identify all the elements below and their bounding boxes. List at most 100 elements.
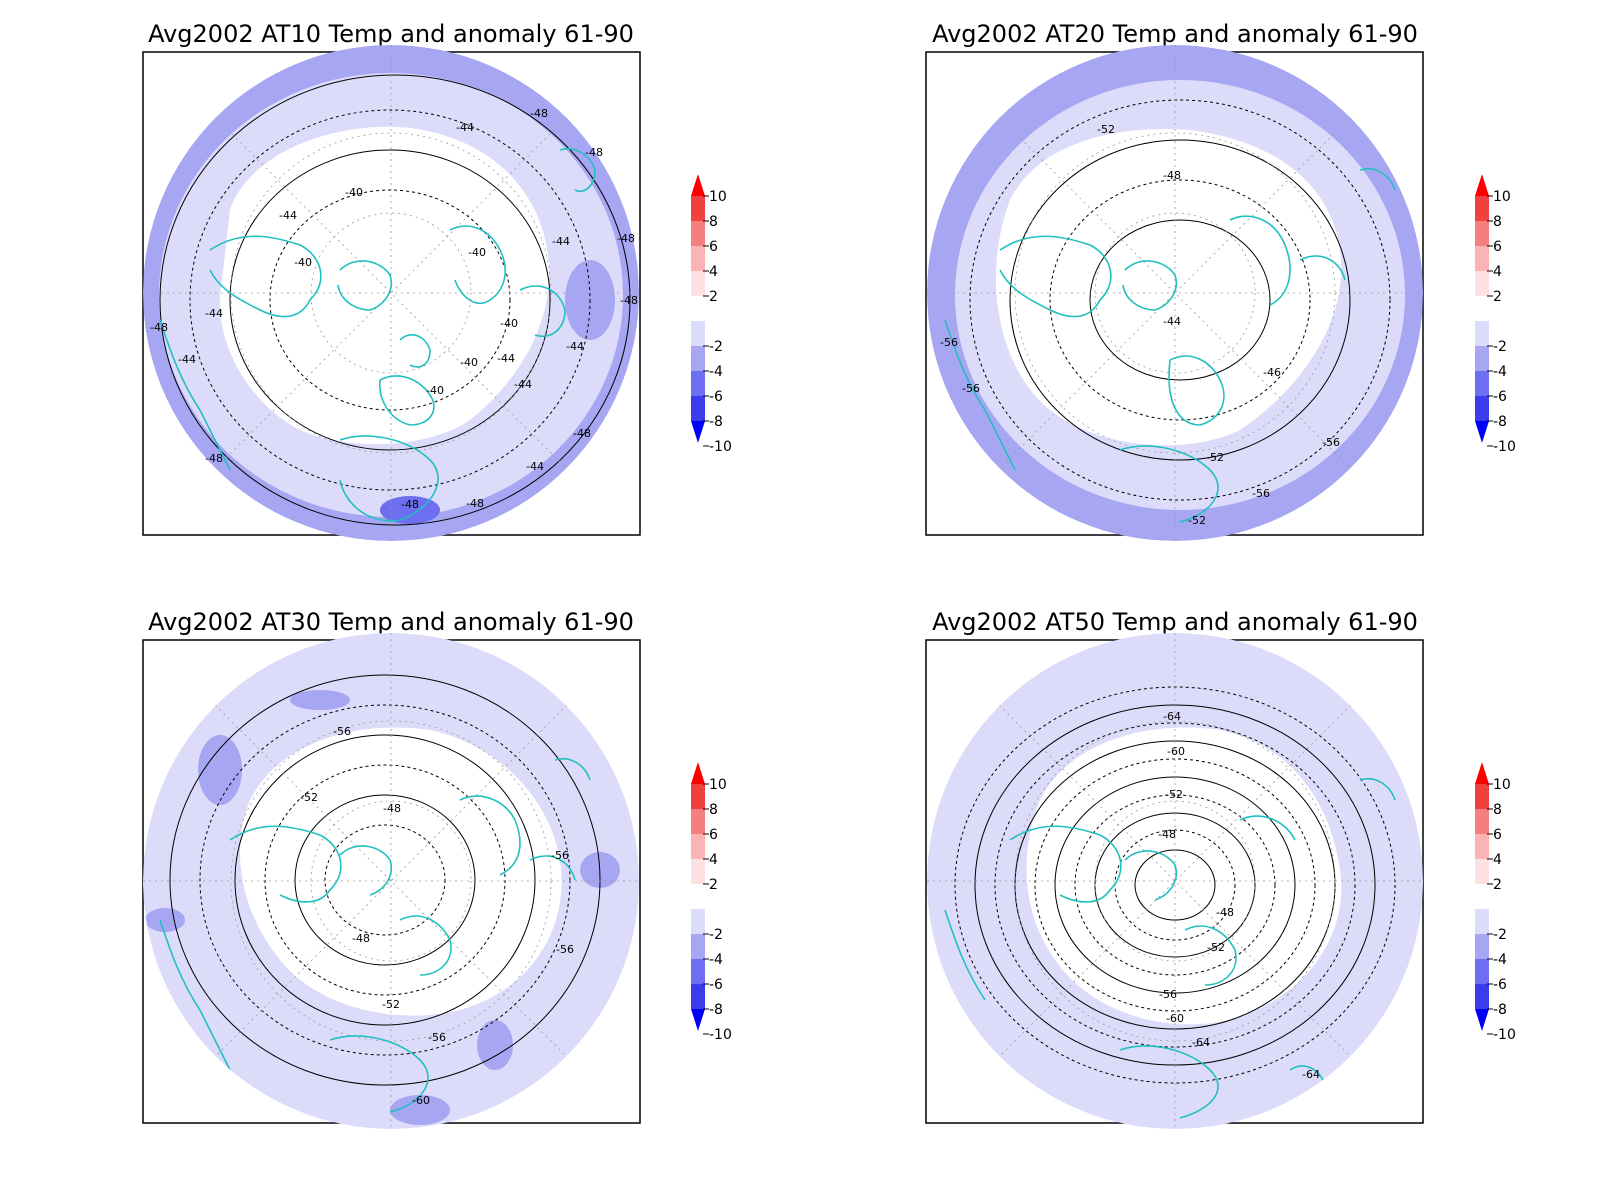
colorbar-band (691, 371, 705, 396)
contour-label: -40 (294, 256, 312, 269)
colorbar-top-arrow (1475, 762, 1489, 784)
colorbar-label: -6 (1493, 389, 1507, 405)
contour-label: -52 (1206, 451, 1224, 464)
contour-label: -48 (352, 932, 370, 945)
colorbar-label: -10 (1493, 439, 1516, 455)
colorbar-label: 4 (1493, 264, 1502, 280)
colorbar-band (1475, 371, 1489, 396)
colorbar-label: -8 (709, 1002, 723, 1018)
colorbar-band (691, 296, 705, 321)
contour-label: -64 (1192, 1036, 1210, 1049)
colorbar-label: -2 (709, 927, 723, 943)
contour-label: -48 (617, 232, 635, 245)
temperature-contours (169, 674, 601, 1086)
coastlines (944, 168, 1396, 523)
contour-label: -56 (940, 336, 958, 349)
contour-label: -56 (962, 382, 980, 395)
colorbar-label: 4 (1493, 852, 1502, 868)
colorbar-top-arrow (1475, 174, 1489, 196)
anomaly-vortex-region (1026, 727, 1342, 1025)
colorbar-band (1475, 984, 1489, 1009)
colorbar-label: -4 (1493, 364, 1507, 380)
panel-title: Avg2002 AT50 Temp and anomaly 61-90 (932, 608, 1418, 636)
contour-label: -64 (1302, 1068, 1320, 1081)
colorbar-band (691, 809, 705, 834)
contour-label: -56 (333, 725, 351, 738)
contour-label: -48 (1163, 169, 1181, 182)
contour-label: -48 (150, 321, 168, 334)
colorbar-label: 2 (709, 877, 718, 893)
colorbar-band (1475, 859, 1489, 884)
panel-at10: Avg2002 AT10 Temp and anomaly 61-90 (142, 20, 641, 541)
colorbar-top-arrow (691, 762, 705, 784)
contour-label: -48 (205, 452, 223, 465)
contour-label: -48 (401, 498, 419, 511)
contour-label: -40 (345, 186, 363, 199)
lat-lon-grid (143, 45, 639, 541)
contour-label: -44 (552, 235, 570, 248)
colorbar-band (691, 221, 705, 246)
temperature-contours (159, 74, 631, 526)
panel-title: Avg2002 AT10 Temp and anomaly 61-90 (148, 20, 634, 48)
contour-label: -60 (1167, 745, 1185, 758)
contour-label: -48 (1216, 906, 1234, 919)
temperature-contours (969, 99, 1391, 501)
contour-label: -52 (1188, 514, 1206, 527)
contour-label: -44 (1163, 315, 1181, 328)
colorbar-label: 6 (709, 827, 718, 843)
contour-label: -48 (1158, 828, 1176, 841)
contour-label: -48 (466, 497, 484, 510)
colorbar-band (691, 321, 705, 346)
contour-label: -52 (1165, 788, 1183, 801)
contour-label: -56 (556, 943, 574, 956)
coastlines (159, 148, 596, 522)
colorbar-bottom-arrow (1475, 1009, 1489, 1031)
colorbar-band (691, 396, 705, 421)
colorbar-band (1475, 884, 1489, 909)
contour-label: -52 (382, 998, 400, 1011)
colorbar-label: 10 (1493, 777, 1511, 793)
colorbar-label: -4 (1493, 952, 1507, 968)
colorbar-label: 8 (709, 214, 718, 230)
contour-label: -60 (1166, 1012, 1184, 1025)
contour-label: -40 (426, 384, 444, 397)
colorbar-band (1475, 784, 1489, 809)
colorbar: 10 8 6 4 2 -2 -4 -6 -8 -10 (1475, 762, 1516, 1043)
contour-label: -52 (300, 791, 318, 804)
colorbar-band (1475, 396, 1489, 421)
contour-label: -56 (1322, 436, 1340, 449)
contour-label: -56 (1159, 988, 1177, 1001)
colorbar-label: -4 (709, 364, 723, 380)
colorbar-band (1475, 346, 1489, 371)
coastlines (159, 758, 591, 1113)
colorbar-band (691, 859, 705, 884)
colorbar-band (1475, 809, 1489, 834)
contour-label: -40 (460, 356, 478, 369)
colorbar-label: 2 (709, 289, 718, 305)
colorbar-label: -8 (1493, 414, 1507, 430)
colorbar-bottom-arrow (691, 421, 705, 443)
colorbar-label: -8 (1493, 1002, 1507, 1018)
contour-label: -44 (497, 352, 515, 365)
colorbar-band (691, 909, 705, 934)
anomaly-bottom-patch (380, 496, 440, 524)
contour-label: -56 (1252, 487, 1270, 500)
coastlines (944, 778, 1396, 1119)
colorbar-label: 8 (1493, 214, 1502, 230)
contour-label: -46 (1263, 366, 1281, 379)
contour-label: -48 (383, 802, 401, 815)
lat-lon-grid (143, 633, 639, 1129)
colorbar-band (691, 196, 705, 221)
colorbar-label: 6 (1493, 239, 1502, 255)
colorbar-label: 2 (1493, 289, 1502, 305)
contour-label: -52 (1097, 123, 1115, 136)
contour-label: -40 (468, 246, 486, 259)
colorbar-label: 6 (709, 239, 718, 255)
contour-label: -44 (279, 209, 297, 222)
colorbar-band (1475, 834, 1489, 859)
contour-label: -48 (585, 146, 603, 159)
colorbar-band (1475, 271, 1489, 296)
colorbar-label: -6 (709, 389, 723, 405)
contour-label: -48 (620, 294, 638, 307)
